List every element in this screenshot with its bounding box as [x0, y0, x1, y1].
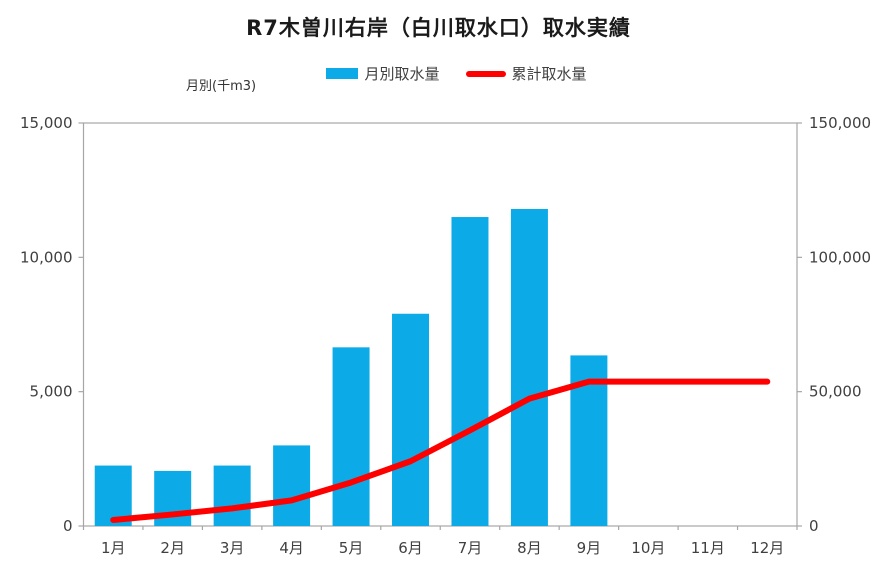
bar-5月 — [332, 347, 370, 526]
bar-7月 — [451, 217, 489, 527]
x-axis-label: 1月 — [101, 539, 126, 557]
legend-label-monthly: 月別取水量 — [364, 65, 440, 83]
right-axis-tick-label: 150,000 — [809, 114, 871, 132]
x-axis-label: 9月 — [577, 539, 602, 557]
legend-label-cumulative: 累計取水量 — [511, 65, 587, 83]
left-axis-tick-label: 0 — [63, 517, 73, 535]
left-axis-tick-label: 5,000 — [30, 383, 73, 401]
right-axis-tick-label: 100,000 — [809, 248, 871, 266]
bar-3月 — [213, 465, 251, 526]
left-axis-tick-label: 10,000 — [20, 248, 73, 266]
x-axis-label: 12月 — [750, 539, 784, 557]
legend-item-cumulative: 累計取水量 — [465, 63, 587, 84]
left-axis-unit-label: 月別(千m3) — [186, 79, 257, 94]
x-axis-label: 10月 — [631, 539, 665, 557]
bar-4月 — [273, 445, 311, 526]
x-axis-label: 2月 — [160, 539, 185, 557]
x-axis-label: 8月 — [517, 539, 542, 557]
x-axis-label: 11月 — [691, 539, 725, 557]
bar-6月 — [392, 313, 430, 526]
line-swatch-icon — [465, 70, 506, 77]
bar-swatch-icon — [326, 68, 359, 79]
x-axis-label: 7月 — [458, 539, 483, 557]
cumulative-line — [110, 378, 771, 523]
x-axis-label: 3月 — [220, 539, 245, 557]
bar-8月 — [510, 208, 548, 526]
left-axis-tick-label: 15,000 — [20, 114, 73, 132]
right-axis-tick-label: 0 — [809, 517, 819, 535]
right-axis-tick-label: 50,000 — [809, 383, 862, 401]
legend-item-monthly: 月別取水量 — [326, 63, 440, 84]
chart-title: R7木曽川右岸（白川取水口）取水実績 — [246, 16, 631, 40]
chart-legend: 月別取水量 累計取水量 — [18, 63, 877, 84]
x-axis-label: 6月 — [398, 539, 423, 557]
x-axis-label: 5月 — [339, 539, 364, 557]
x-axis-label: 4月 — [279, 539, 304, 557]
plot-frame — [82, 122, 798, 527]
